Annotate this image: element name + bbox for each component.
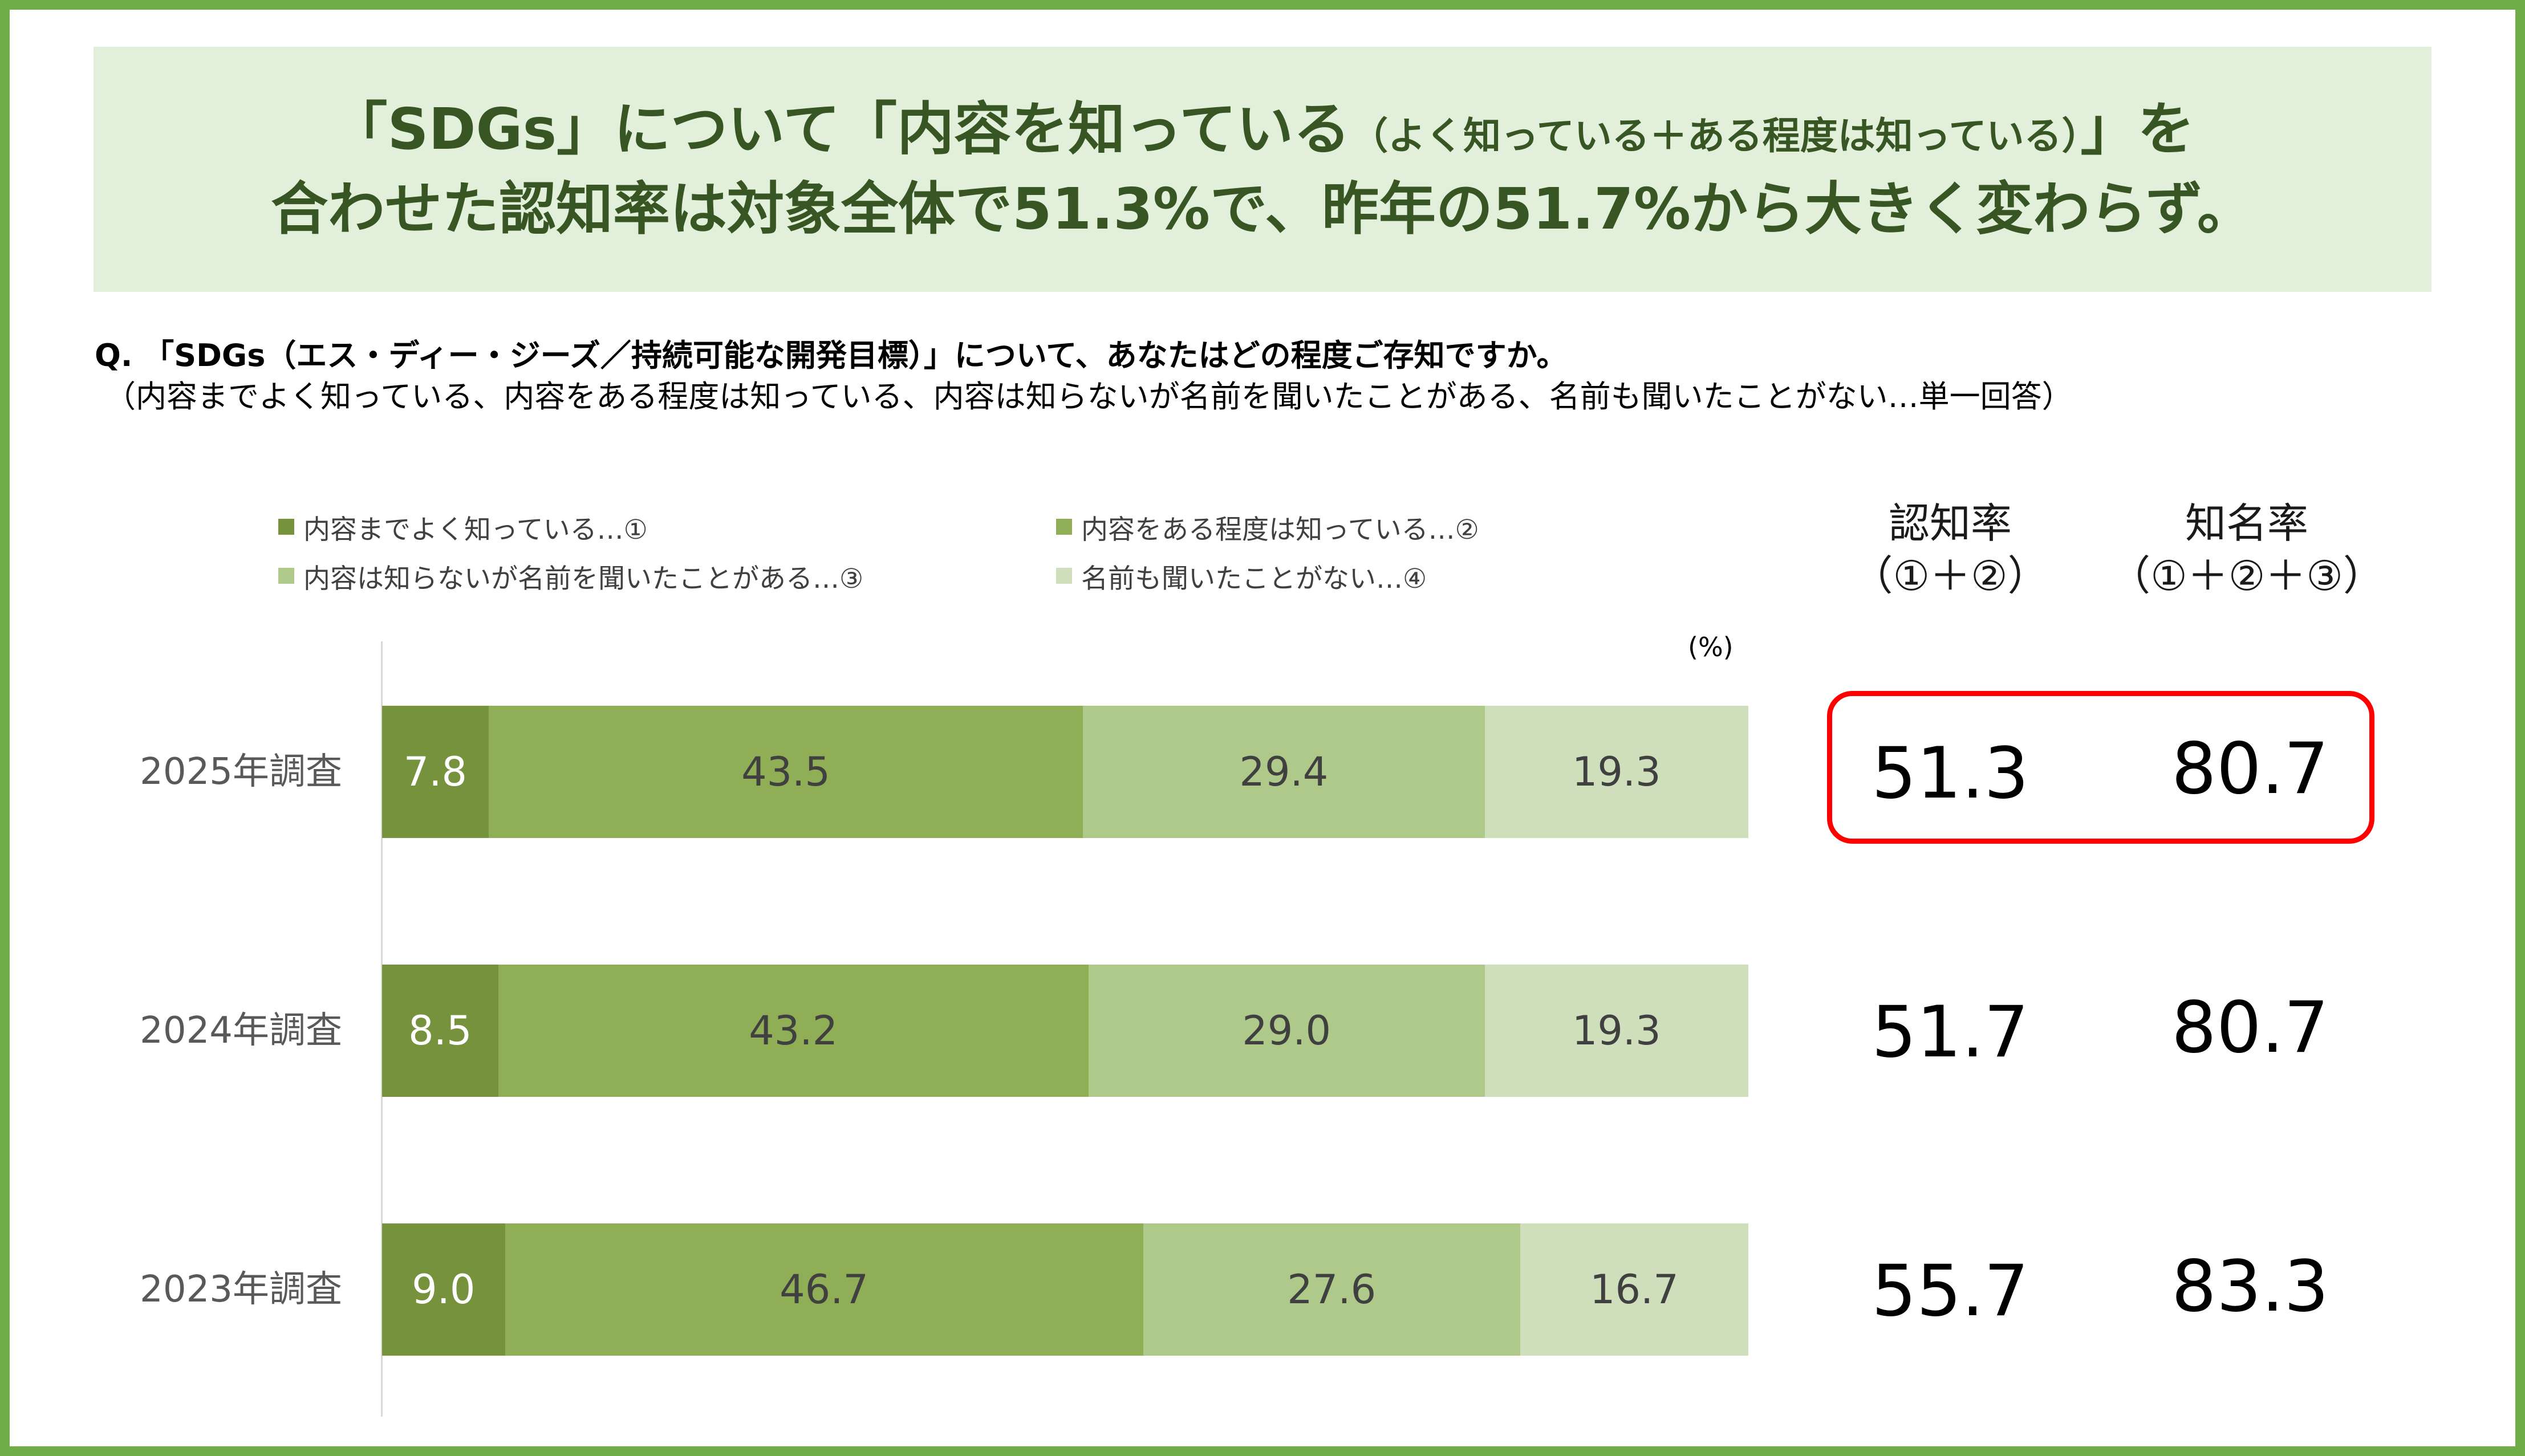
- awareness-rate-value: 80.7: [2171, 987, 2329, 1069]
- data-label: 7.8: [403, 749, 468, 795]
- category-label: 2025年調査: [140, 751, 342, 793]
- bar-segment: 9.0: [382, 1223, 505, 1356]
- highlight-box: [1827, 691, 2374, 844]
- legend-label-2: 内容をある程度は知っている…②: [1081, 514, 1479, 546]
- bar-segment: 43.2: [498, 965, 1089, 1097]
- bar-segment: 46.7: [505, 1223, 1143, 1356]
- question-text: Q. 「SDGs（エス・ディー・ジーズ／持続可能な開発目標）」について、あなたは…: [95, 337, 1568, 373]
- bar-segment: 29.0: [1088, 965, 1485, 1097]
- recognition-rate-formula: （①＋②）: [1852, 552, 2049, 600]
- data-label: 29.0: [1242, 1007, 1331, 1054]
- data-label: 9.0: [412, 1266, 476, 1313]
- data-label: 43.2: [749, 1007, 838, 1054]
- headline-line-1: 「SDGs」について「内容を知っている（よく知っている＋ある程度は知っている）」…: [330, 96, 2195, 162]
- data-label: 19.3: [1572, 1007, 1661, 1054]
- category-label: 2023年調査: [140, 1268, 342, 1311]
- data-label: 29.4: [1239, 749, 1329, 795]
- recognition-rate-value: 51.3: [1871, 733, 2029, 815]
- data-label: 27.6: [1287, 1266, 1377, 1313]
- legend-swatch-1: [278, 519, 294, 535]
- data-label: 43.5: [741, 749, 830, 795]
- headline-line-2: 合わせた認知率は対象全体で51.3%で、昨年の51.7%から大きく変わらず。: [271, 176, 2254, 242]
- legend-label-3: 内容は知らないが名前を聞いたことがある…③: [303, 563, 864, 595]
- survey-question: Q. 「SDGs（エス・ディー・ジーズ／持続可能な開発目標）」について、あなたは…: [95, 335, 2461, 417]
- legend-item-2: 内容をある程度は知っている…②: [1056, 510, 1479, 546]
- awareness-rate-header: 知名率 （①＋②＋③）: [2098, 497, 2395, 602]
- awareness-rate-value: 83.3: [2171, 1246, 2329, 1328]
- legend-swatch-4: [1056, 568, 1072, 584]
- legend-item-4: 名前も聞いたことがない…④: [1056, 559, 1427, 595]
- bar-segment: 19.3: [1484, 965, 1748, 1097]
- recognition-rate-header: 認知率 （①＋②）: [1825, 497, 2076, 602]
- bar-segment: 43.5: [488, 706, 1083, 838]
- recognition-rate-value: 55.7: [1871, 1250, 2029, 1332]
- data-label: 46.7: [780, 1266, 869, 1313]
- legend-swatch-2: [1056, 519, 1072, 535]
- bar-segment: 7.8: [382, 706, 489, 838]
- data-label: 19.3: [1572, 749, 1661, 795]
- question-options: （内容までよく知っている、内容をある程度は知っている、内容は知らないが名前を聞い…: [105, 379, 2073, 414]
- legend-item-1: 内容までよく知っている…①: [278, 510, 648, 546]
- bar-segment: 29.4: [1083, 706, 1485, 838]
- bar-segment: 19.3: [1484, 706, 1748, 838]
- category-label: 2024年調査: [140, 1010, 342, 1052]
- legend-item-3: 内容は知らないが名前を聞いたことがある…③: [278, 559, 864, 595]
- data-label: 16.7: [1589, 1266, 1679, 1313]
- bar-segment: 16.7: [1520, 1223, 1748, 1356]
- awareness-rate-value: 80.7: [2171, 728, 2329, 810]
- legend-label-4: 名前も聞いたことがない…④: [1081, 563, 1427, 595]
- bar-segment: 27.6: [1143, 1223, 1520, 1356]
- recognition-rate-value: 51.7: [1871, 991, 2029, 1073]
- category-axis-line: [381, 641, 383, 1417]
- legend-swatch-3: [278, 568, 294, 584]
- headline-banner: 「SDGs」について「内容を知っている（よく知っている＋ある程度は知っている）」…: [94, 47, 2431, 292]
- awareness-rate-formula: （①＋②＋③）: [2109, 552, 2384, 600]
- data-label: 8.5: [408, 1007, 472, 1054]
- recognition-rate-title: 認知率: [1888, 499, 2012, 547]
- legend-label-1: 内容までよく知っている…①: [303, 514, 648, 546]
- awareness-rate-title: 知名率: [2185, 499, 2308, 547]
- unit-label: (%): [1688, 632, 1734, 662]
- bar-segment: 8.5: [382, 965, 498, 1097]
